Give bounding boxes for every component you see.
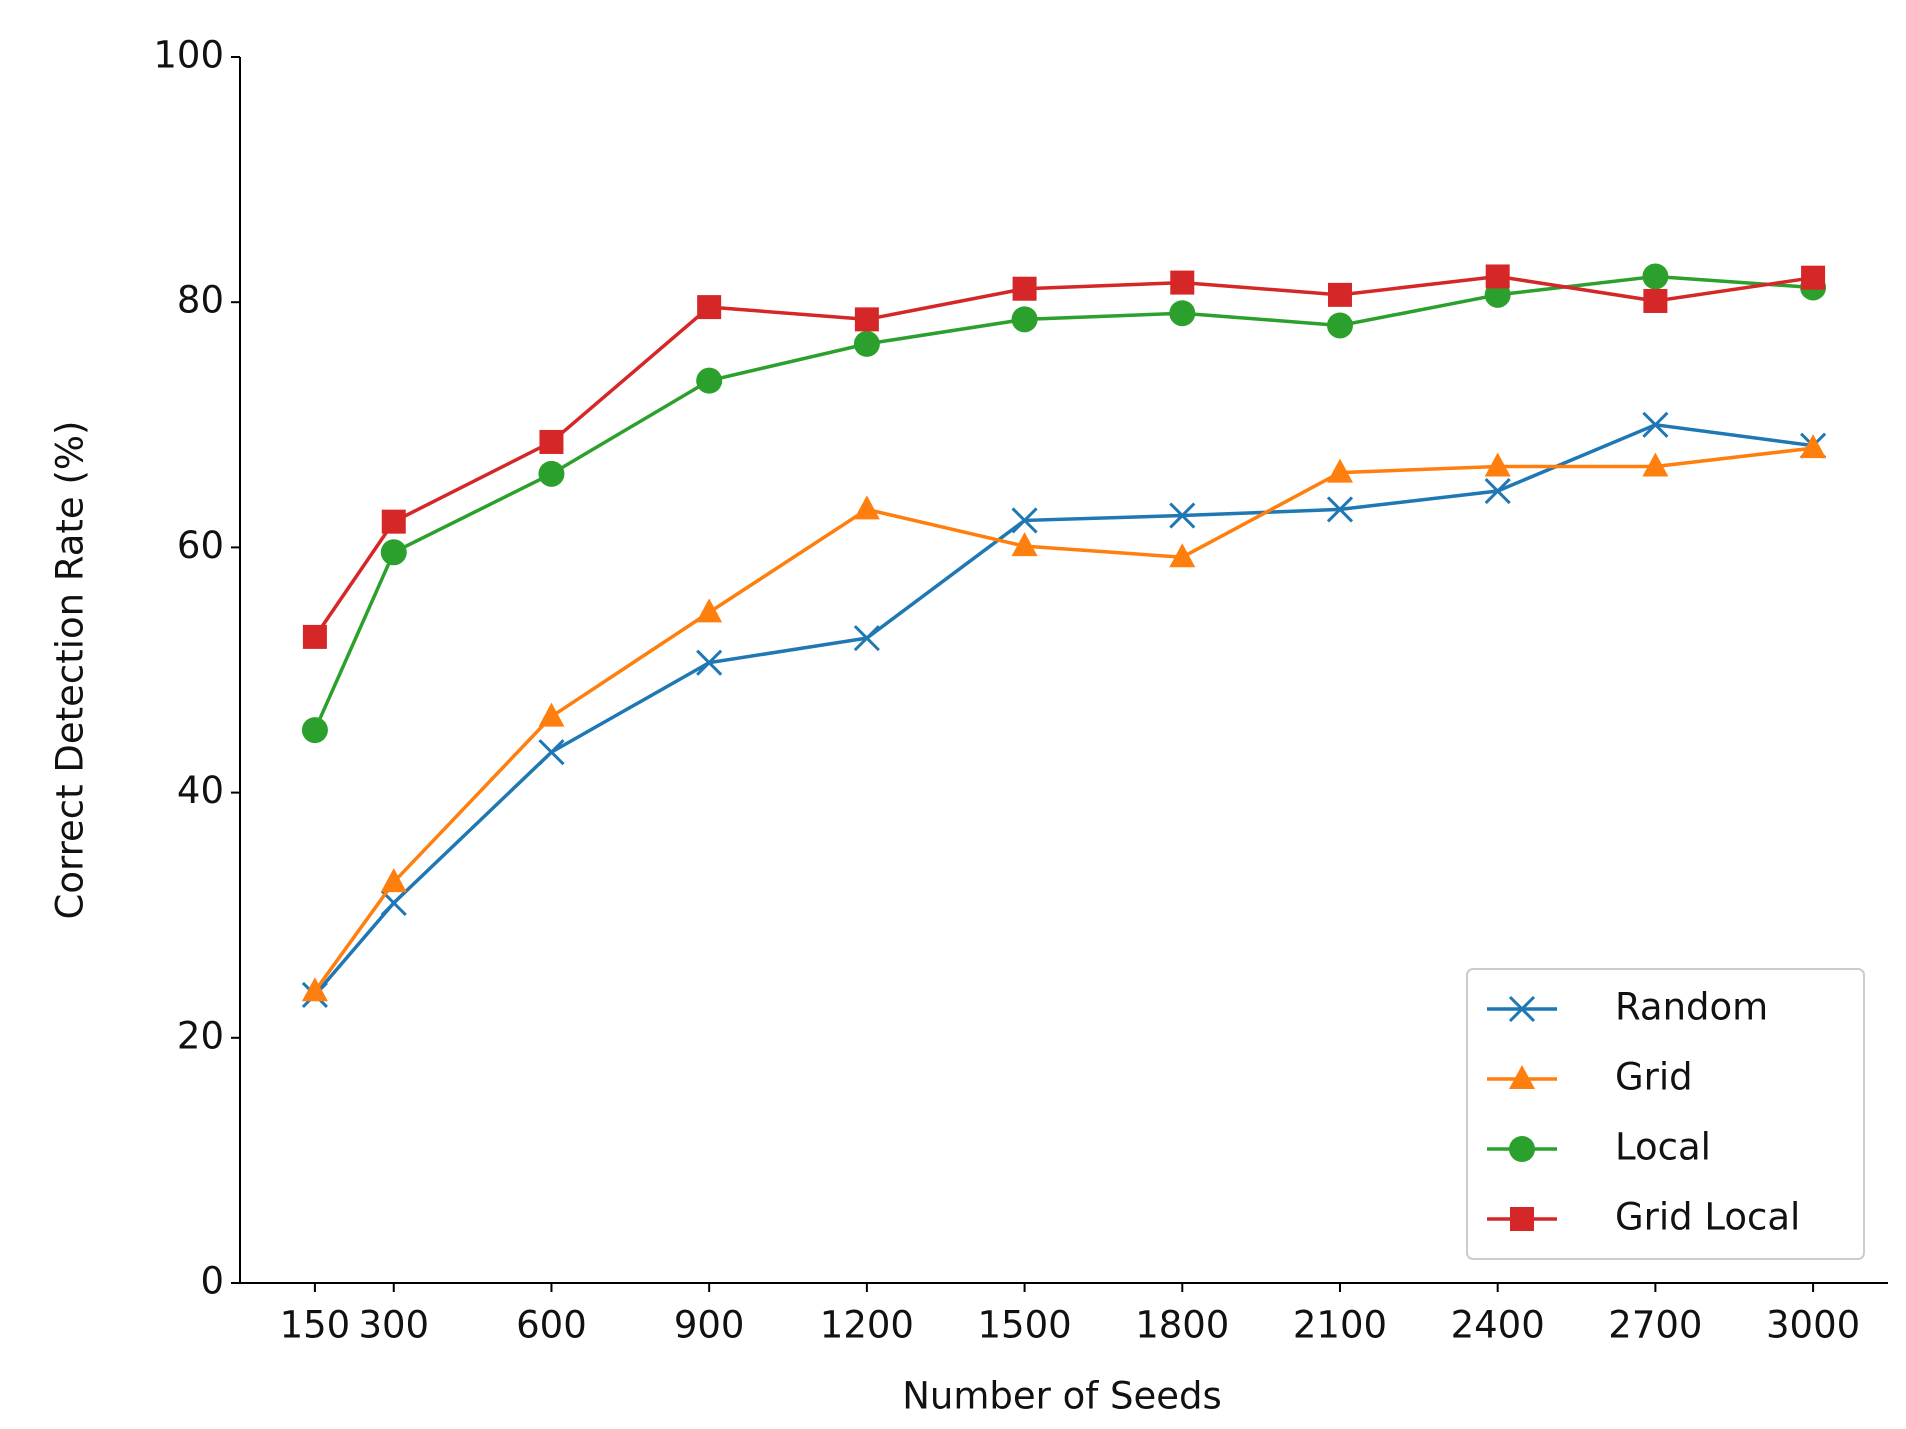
legend-marker xyxy=(1510,1207,1534,1231)
y-axis-label: Correct Detection Rate (%) xyxy=(49,421,92,920)
legend-marker xyxy=(1509,1065,1535,1089)
marker xyxy=(854,307,879,332)
marker xyxy=(1642,452,1669,477)
marker xyxy=(853,330,880,357)
marker xyxy=(538,460,565,487)
marker xyxy=(1801,265,1826,290)
marker xyxy=(1011,507,1038,534)
y-tick-label: 80 xyxy=(177,279,224,322)
marker xyxy=(301,977,328,1002)
y-tick-label: 100 xyxy=(153,34,224,77)
legend-marker xyxy=(1508,995,1536,1023)
legend-marker xyxy=(1509,1136,1535,1162)
x-tick-label: 2400 xyxy=(1451,1304,1545,1347)
marker xyxy=(1170,270,1195,295)
marker xyxy=(853,495,880,520)
marker xyxy=(1169,502,1196,529)
series-line xyxy=(313,274,1814,731)
y-tick-label: 40 xyxy=(177,769,224,812)
legend-label: Grid Local xyxy=(1615,1196,1800,1239)
x-tick-label: 1800 xyxy=(1135,1304,1229,1347)
series-line xyxy=(313,446,1814,993)
marker xyxy=(1485,264,1510,289)
marker xyxy=(696,649,723,676)
legend-label: Local xyxy=(1615,1126,1711,1169)
x-tick-label: 2700 xyxy=(1608,1304,1702,1347)
marker xyxy=(538,739,565,766)
marker xyxy=(1642,411,1669,438)
marker xyxy=(1642,263,1669,290)
marker xyxy=(538,702,565,727)
marker xyxy=(380,868,407,893)
marker xyxy=(1326,312,1353,339)
marker xyxy=(853,625,880,652)
marker xyxy=(1484,477,1511,505)
y-tick-label: 60 xyxy=(177,524,224,567)
marker xyxy=(1012,276,1037,301)
x-tick-label: 900 xyxy=(674,1304,745,1347)
x-tick-label: 1500 xyxy=(977,1304,1071,1347)
marker xyxy=(1326,496,1354,523)
marker xyxy=(696,367,723,394)
x-tick-label: 3000 xyxy=(1766,1304,1860,1347)
marker xyxy=(381,509,406,534)
legend-box xyxy=(1466,968,1865,1260)
series-line xyxy=(313,423,1814,997)
marker xyxy=(697,295,722,320)
marker xyxy=(302,624,327,649)
marker xyxy=(539,429,564,454)
legend-label: Grid xyxy=(1615,1056,1693,1099)
x-axis-label: Number of Seeds xyxy=(902,1375,1222,1418)
marker xyxy=(1643,288,1668,313)
series-line xyxy=(313,274,1814,638)
marker xyxy=(1011,532,1038,557)
y-tick-label: 0 xyxy=(200,1260,224,1303)
marker xyxy=(1169,300,1196,327)
marker xyxy=(1326,458,1353,483)
marker xyxy=(1011,306,1038,333)
y-tick-label: 20 xyxy=(177,1014,224,1057)
x-tick-label: 600 xyxy=(516,1304,587,1347)
marker xyxy=(696,598,723,623)
x-tick-label: 150 xyxy=(280,1304,351,1347)
marker xyxy=(380,539,407,566)
marker xyxy=(1484,452,1511,477)
x-tick-label: 300 xyxy=(358,1304,429,1347)
legend-label: Random xyxy=(1615,986,1768,1029)
marker xyxy=(1800,434,1827,459)
x-tick-label: 2100 xyxy=(1293,1304,1387,1347)
marker xyxy=(1169,543,1196,568)
marker xyxy=(301,717,328,744)
marker xyxy=(1327,282,1352,307)
x-tick-label: 1200 xyxy=(820,1304,914,1347)
